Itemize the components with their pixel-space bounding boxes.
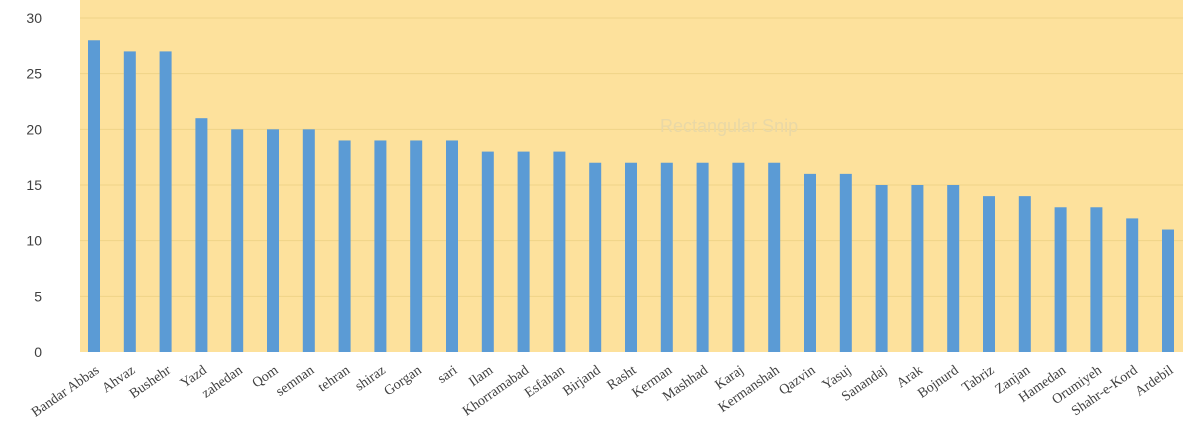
x-tick-label: Qazvin (777, 363, 819, 398)
y-tick-label: 30 (26, 10, 42, 26)
bar (302, 129, 315, 352)
bar (1126, 218, 1139, 352)
x-tick-label: Khorramabad (460, 363, 532, 419)
bar (159, 51, 172, 353)
bar (1090, 207, 1103, 352)
bar (660, 162, 673, 352)
bar (839, 173, 852, 352)
bar (123, 51, 136, 353)
y-tick-label: 20 (26, 121, 42, 137)
y-tick-label: 10 (26, 233, 42, 249)
x-tick-label: Ardebil (1133, 363, 1177, 400)
x-tick-label: Esfahan (522, 363, 568, 401)
x-tick-label: Birjand (560, 363, 603, 399)
bar (481, 151, 494, 352)
bar (338, 140, 351, 352)
bar (875, 185, 888, 352)
bar (1162, 229, 1174, 352)
x-tick-label: Bojnurd (915, 363, 961, 402)
x-tick-label: Tabriz (960, 363, 998, 396)
y-axis-ticks: 0 5 10 15 20 25 30 (26, 10, 42, 360)
bar (768, 162, 781, 352)
bar (267, 129, 279, 352)
bar (553, 151, 566, 352)
bars (88, 40, 1174, 353)
y-tick-label: 15 (26, 177, 42, 193)
bar (911, 185, 924, 352)
x-tick-label: Bandar Abbas (29, 363, 102, 421)
bar (517, 151, 530, 352)
x-tick-label: sari (435, 363, 460, 387)
bar (446, 140, 458, 352)
y-tick-label: 5 (34, 288, 42, 304)
bar (732, 162, 745, 352)
bar (374, 140, 387, 352)
bar (1018, 196, 1031, 352)
x-tick-label: zahedan (199, 363, 245, 402)
bar (696, 162, 709, 352)
x-tick-label: semnan (273, 363, 317, 400)
x-tick-label: Bushehr (127, 363, 174, 402)
bar (410, 140, 423, 352)
x-tick-label: Gorgan (382, 363, 425, 399)
bar (589, 162, 602, 352)
y-tick-label: 0 (34, 344, 42, 360)
bar (804, 173, 816, 352)
bar (88, 40, 100, 353)
bar (195, 118, 208, 352)
bar (947, 185, 960, 352)
y-tick-label: 25 (26, 66, 42, 82)
bar (1054, 207, 1067, 352)
bar (983, 196, 995, 352)
x-tick-label: tehran (316, 363, 353, 395)
bar (231, 129, 244, 352)
bar (625, 162, 637, 352)
watermark-text: Rectangular Snip (660, 116, 798, 136)
